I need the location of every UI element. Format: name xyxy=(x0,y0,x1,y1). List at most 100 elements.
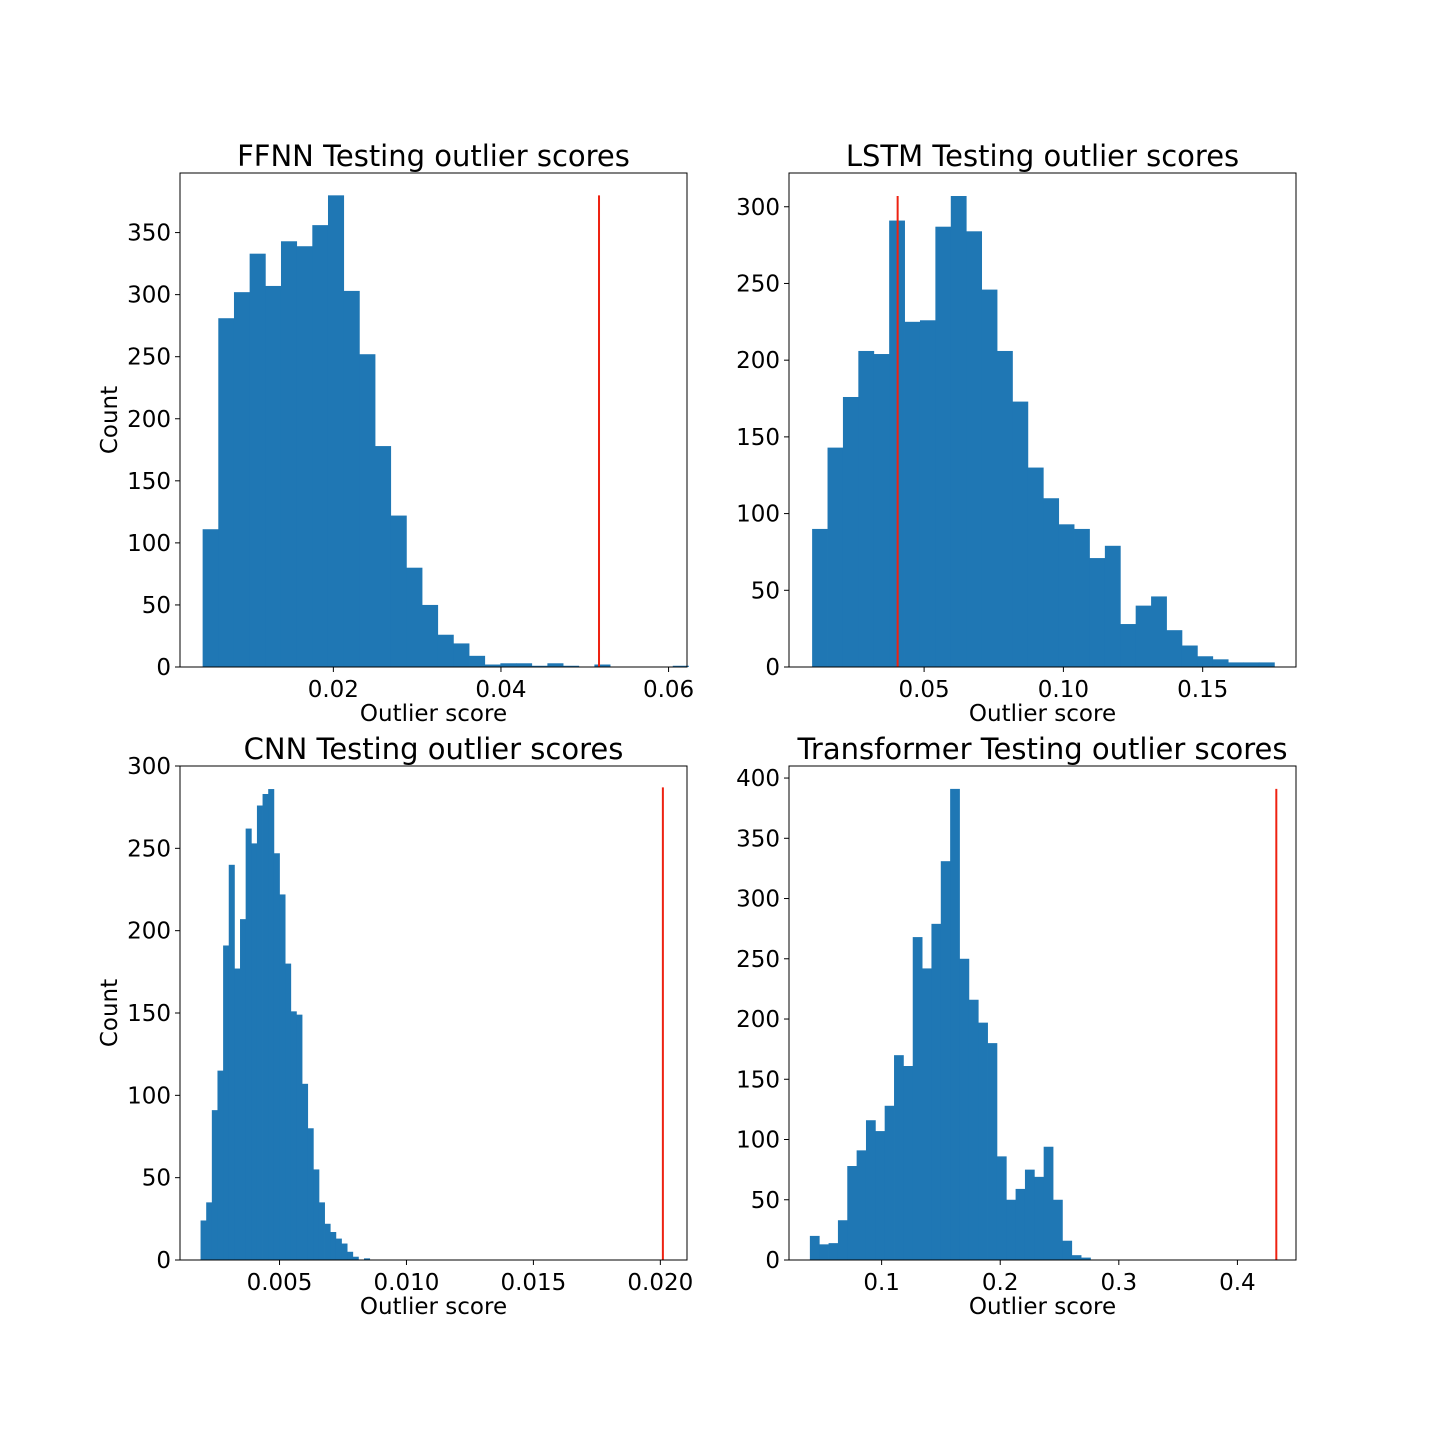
y-tick-label: 0 xyxy=(156,655,171,681)
histogram-bar xyxy=(1012,401,1029,667)
histogram-bars xyxy=(202,195,689,668)
histogram-bar xyxy=(285,963,292,1260)
histogram-bar xyxy=(364,1258,371,1260)
histogram-bar xyxy=(302,1083,309,1260)
histogram-bar xyxy=(240,919,247,1260)
histogram-bar xyxy=(978,1022,988,1260)
x-tick-label: 0.4 xyxy=(1219,1270,1256,1296)
y-axis-label: Count xyxy=(97,386,123,454)
histogram-bar xyxy=(390,515,407,667)
chart-panel-3: 0.005 0.010 0.015 0.020 0 50 100 150 200 250 300 CN… xyxy=(97,732,693,1320)
histogram-bar xyxy=(453,643,470,667)
histogram-bar xyxy=(347,1251,354,1260)
histogram-bar xyxy=(865,1120,876,1260)
y-tick-label: 150 xyxy=(736,425,780,451)
histogram-bar xyxy=(218,318,235,667)
x-tick-label: 0.2 xyxy=(982,1270,1019,1296)
histogram-bar xyxy=(228,864,235,1260)
histogram-bar xyxy=(1043,498,1060,667)
histogram-bar xyxy=(1043,1146,1054,1260)
y-tick-label: 200 xyxy=(736,348,780,374)
y-tick-label: 50 xyxy=(142,593,171,619)
y-tick-label: 300 xyxy=(127,283,171,309)
histogram-bar xyxy=(1089,558,1106,667)
x-tick-label: 0.15 xyxy=(1177,677,1228,703)
x-tick-label: 0.04 xyxy=(475,677,526,703)
y-tick-label: 250 xyxy=(736,947,780,973)
histogram-bar xyxy=(812,528,828,667)
x-tick-label: 0.06 xyxy=(643,677,694,703)
histogram-bar xyxy=(950,196,967,667)
x-tick-label: 0.10 xyxy=(1038,677,1089,703)
histogram-bar xyxy=(837,1220,848,1260)
histogram-bar xyxy=(940,861,951,1260)
histogram-bar xyxy=(935,226,952,667)
x-axis-label: Outlier score xyxy=(360,701,507,727)
histogram-bar xyxy=(919,320,936,667)
histogram-bar xyxy=(202,529,219,667)
histogram-bar xyxy=(1062,1240,1073,1260)
y-tick-label: 350 xyxy=(127,221,171,247)
histogram-bar xyxy=(280,241,298,667)
histogram-bar xyxy=(359,354,376,667)
x-axis-label: Outlier score xyxy=(969,701,1116,727)
x-tick-label: 0.05 xyxy=(898,677,949,703)
histogram-bar xyxy=(903,1066,914,1260)
y-tick-label: 100 xyxy=(736,1128,780,1154)
histogram-bar xyxy=(563,665,580,667)
histogram-bar xyxy=(268,789,275,1260)
histogram-bar xyxy=(950,788,960,1260)
histogram-bar xyxy=(211,1110,218,1260)
histogram-bar xyxy=(594,664,611,667)
histogram-bar xyxy=(1006,1199,1016,1260)
histogram-bars xyxy=(812,196,1275,668)
y-tick-label: 100 xyxy=(127,531,171,557)
histogram-bar xyxy=(469,655,486,667)
histogram-bar xyxy=(265,285,282,667)
histogram-bar xyxy=(1258,662,1275,667)
y-tick-label: 50 xyxy=(751,578,780,604)
histogram-bar xyxy=(318,1202,325,1260)
histogram-bar xyxy=(296,1014,303,1260)
histogram-bars xyxy=(809,788,1091,1260)
histogram-bar xyxy=(251,843,258,1260)
histogram-bar xyxy=(922,968,932,1260)
y-tick-label: 250 xyxy=(736,271,780,297)
histogram-bar xyxy=(249,253,266,667)
histogram-bar xyxy=(966,231,983,668)
y-tick-label: 150 xyxy=(127,1001,171,1027)
y-tick-label: 300 xyxy=(736,887,780,913)
y-tick-label: 200 xyxy=(127,919,171,945)
histogram-bar xyxy=(996,1156,1007,1260)
x-tick-label: 0.1 xyxy=(863,1270,900,1296)
chart-title: Transformer Testing outlier scores xyxy=(796,732,1287,766)
x-tick-label: 0.02 xyxy=(308,677,359,703)
y-tick-label: 250 xyxy=(127,836,171,862)
y-tick-label: 350 xyxy=(736,826,780,852)
histogram-bar xyxy=(500,663,517,667)
y-axis-label: Count xyxy=(97,979,123,1047)
histogram-bar xyxy=(912,937,923,1260)
y-tick-label: 300 xyxy=(127,754,171,780)
histogram-bar xyxy=(343,290,360,667)
histogram-bar xyxy=(1197,656,1214,667)
histogram-bar xyxy=(894,1055,904,1260)
histogram-bar xyxy=(335,1238,342,1260)
histogram-bar xyxy=(1024,1169,1035,1260)
histogram-bar xyxy=(1104,545,1121,667)
y-tick-label: 100 xyxy=(736,502,780,528)
histogram-bar xyxy=(1058,524,1075,667)
chart-title: LSTM Testing outlier scores xyxy=(846,139,1239,173)
histogram-bar xyxy=(217,1070,224,1260)
x-tick-label: 0.005 xyxy=(247,1270,313,1296)
histogram-bar xyxy=(873,354,890,667)
histogram-bar xyxy=(313,1169,320,1260)
histogram-bar xyxy=(856,1150,867,1260)
histogram-bar xyxy=(959,958,970,1260)
histogram-bar xyxy=(997,350,1013,667)
histogram-bar xyxy=(1074,528,1090,667)
chart-panel-2: 0.05 0.10 0.15 0 50 100 150 200 250 300 LSTM Testi… xyxy=(736,139,1297,727)
y-tick-label: 0 xyxy=(765,1248,780,1274)
histogram-bar xyxy=(981,289,998,667)
histogram-bar xyxy=(809,1235,820,1260)
